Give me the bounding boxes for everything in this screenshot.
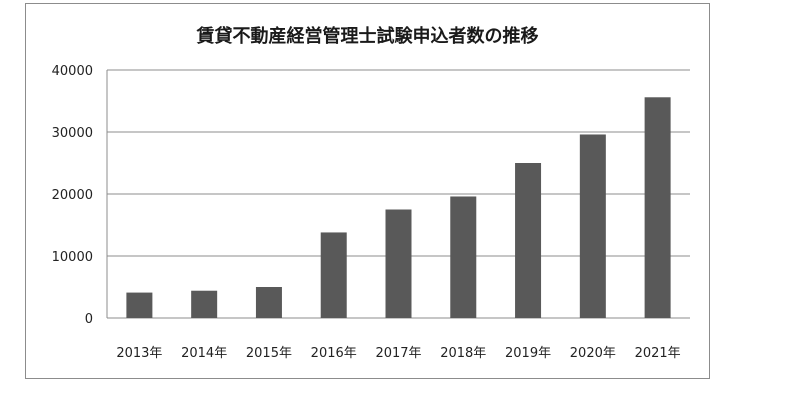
bar (515, 163, 542, 318)
x-tick-label: 2015年 (246, 346, 292, 361)
bar (320, 232, 347, 318)
y-tick-label: 0 (85, 312, 93, 327)
bar (579, 134, 606, 318)
chart-title: 賃貸不動産経営管理士試験申込者数の推移 (196, 26, 539, 47)
y-tick-label: 10000 (52, 250, 93, 265)
bar (126, 292, 153, 318)
bar (385, 209, 412, 318)
x-tick-label: 2019年 (505, 346, 551, 361)
bar (450, 196, 477, 318)
bar (644, 97, 671, 318)
x-tick-label: 2017年 (375, 346, 421, 361)
y-tick-label: 40000 (52, 64, 93, 79)
bar (191, 290, 218, 318)
x-tick-label: 2020年 (570, 346, 616, 361)
bar (255, 287, 282, 318)
y-tick-label: 30000 (52, 126, 93, 141)
x-tick-label: 2018年 (440, 346, 486, 361)
x-tick-label: 2014年 (181, 346, 227, 361)
x-tick-label: 2016年 (311, 346, 357, 361)
x-tick-label: 2013年 (116, 346, 162, 361)
y-tick-label: 20000 (52, 188, 93, 203)
x-tick-label: 2021年 (635, 346, 681, 361)
